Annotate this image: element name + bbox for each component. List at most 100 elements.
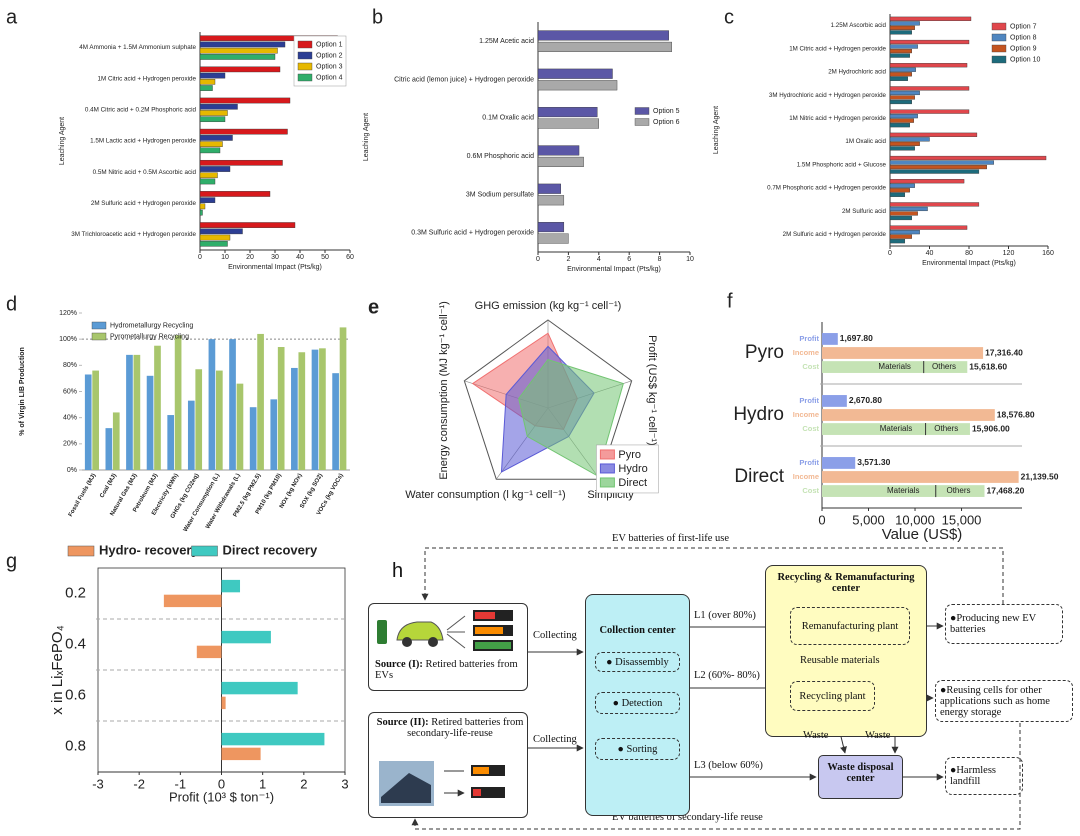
bar — [537, 145, 580, 156]
bar — [889, 215, 912, 221]
bar — [889, 211, 918, 216]
bar — [537, 80, 618, 91]
bar — [889, 234, 912, 239]
legend-label: Hydro — [618, 463, 647, 475]
outcome: ●Harmless landfill — [945, 757, 1023, 795]
y-tick-label: 0.6M Phosphoric acid — [467, 153, 534, 160]
bar — [199, 135, 233, 141]
bar — [236, 383, 244, 470]
node-title: Recycling & Remanufacturing center — [777, 572, 915, 594]
legend-label: Option 1 — [316, 41, 343, 48]
bar — [199, 79, 216, 85]
step-label: Disassembly — [615, 656, 669, 668]
x-tick-label: 20 — [246, 254, 254, 261]
bar — [105, 428, 113, 470]
x-tick-label: 80 — [965, 250, 973, 257]
bar — [889, 44, 918, 49]
axis-label: Profit (US$ kg⁻¹ cell⁻¹) — [646, 335, 658, 446]
y-tick-label: 1M Citric acid + Hydrogen peroxide — [97, 75, 196, 82]
x-tick-label: -1 — [175, 776, 187, 791]
bar — [537, 68, 613, 79]
x-tick-label: Water Consumption (L) — [183, 473, 221, 533]
y-tick-label: Hydro — [733, 404, 784, 425]
bar — [537, 183, 561, 194]
y-tick-label: 1M Oxalic acid — [845, 138, 886, 145]
legend-label: Option 8 — [1010, 34, 1037, 41]
y-tick-label: 0.8 — [65, 737, 86, 754]
bar — [199, 47, 278, 54]
bar — [221, 681, 298, 695]
outcome-label: Harmless landfill — [950, 765, 997, 787]
bar — [146, 375, 154, 470]
x-tick-label: 2 — [566, 256, 570, 263]
legend-label: Pyrometallurgy Recycling — [110, 333, 189, 340]
bar — [311, 349, 319, 470]
x-tick-label: 60 — [346, 254, 354, 261]
bar — [889, 118, 914, 123]
annotation: Materials — [880, 424, 912, 433]
edge-label: Collecting — [533, 630, 577, 641]
bar — [332, 373, 339, 470]
x-tick-label: 160 — [1042, 250, 1054, 257]
bar — [199, 228, 243, 235]
bar — [889, 76, 908, 81]
legend-swatch — [991, 22, 1007, 31]
outcome-label: Producing new EV batteries — [950, 613, 1037, 635]
legend-swatch — [297, 40, 313, 49]
x-tick-label: 0 — [218, 776, 225, 791]
legend-swatch — [297, 73, 313, 82]
bar — [889, 30, 912, 35]
x-tick-label: Fossil Fuels (MJ) — [68, 473, 98, 518]
bar — [889, 169, 980, 174]
legend-swatch — [599, 477, 615, 488]
node-title: Source (I): — [375, 659, 423, 670]
source-box: Source (I): Retired batteries from EVs — [368, 603, 528, 691]
bar — [199, 172, 218, 179]
bar — [199, 197, 216, 203]
x-tick-label: 30 — [271, 254, 279, 261]
edge-label: Reusable materials — [800, 655, 880, 666]
bar — [889, 123, 910, 128]
loop-label: EV batteries of secondary-life reuse — [612, 812, 763, 823]
bar — [229, 339, 236, 470]
x-tick-label: 10 — [221, 254, 229, 261]
bar — [221, 696, 226, 710]
step-label: Detection — [621, 697, 663, 709]
legend-label: Option 3 — [316, 63, 343, 70]
legend-label: Option 9 — [1010, 45, 1037, 52]
value-label: 21,139.50 — [1021, 471, 1059, 481]
y-tick-label: 0.2 — [65, 584, 86, 601]
legend-swatch — [599, 463, 615, 474]
y-tick-label: 80% — [63, 362, 77, 369]
bar — [199, 159, 283, 166]
bar — [889, 155, 1047, 161]
axis-label: GHG emission (kg kg⁻¹ cell⁻¹) — [475, 300, 622, 312]
legend-swatch — [991, 33, 1007, 42]
bar — [199, 128, 288, 135]
y-tick-label: 2M Sulfuric acid + Hydrogen peroxide — [91, 200, 197, 207]
bar — [822, 333, 838, 345]
panel-label: a — [6, 6, 18, 28]
legend-swatch — [91, 321, 107, 330]
y-tick-label: 2M Hydrochloric acid — [828, 69, 886, 76]
bar — [84, 374, 92, 470]
legend-label: Direct recovery — [223, 542, 318, 557]
x-tick-label: 4 — [597, 256, 601, 263]
bar — [822, 457, 856, 469]
outcome: ●Producing new EV batteries — [945, 604, 1063, 644]
bar — [889, 183, 915, 188]
bar — [537, 41, 672, 52]
bar — [822, 485, 985, 497]
x-tick-label: 0 — [536, 256, 540, 263]
value-label: 15,618.60 — [969, 361, 1007, 371]
annotation: Others — [946, 486, 970, 495]
panel-label: h — [392, 560, 404, 582]
outcome: ●Reusing cells for other applications su… — [935, 680, 1073, 722]
bar — [195, 369, 203, 470]
bar — [154, 345, 161, 470]
x-tick-label: 40 — [926, 250, 934, 257]
x-axis-label: Value (US$) — [882, 526, 963, 543]
x-axis-label: Environmental Impact (Pts/kg) — [922, 260, 1016, 267]
y-tick-label: Citric acid (lemon juice) + Hydrogen per… — [394, 76, 534, 83]
value-label: 17,316.40 — [985, 347, 1023, 357]
